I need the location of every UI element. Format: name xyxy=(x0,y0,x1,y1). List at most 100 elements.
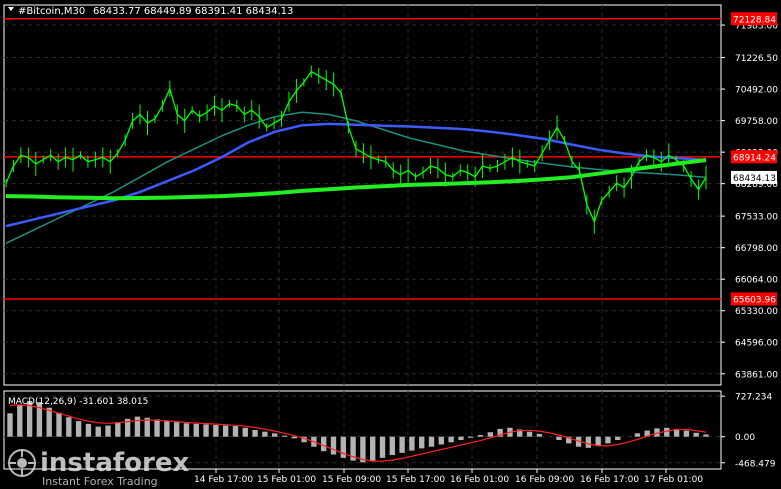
macd-bar xyxy=(85,423,92,437)
time-axis-label: 16 Feb 09:00 xyxy=(515,475,574,485)
macd-bar xyxy=(409,436,415,451)
macd-bar xyxy=(232,426,239,437)
macd-signal-line xyxy=(9,404,707,462)
macd-bar xyxy=(468,436,474,438)
macd-label: MACD(12,26,9) -31.601 38.015 xyxy=(8,397,148,407)
price-axis-label: 64596.00 xyxy=(735,339,778,349)
price-axis-label: 63861.00 xyxy=(735,370,778,380)
macd-bar xyxy=(281,435,288,437)
macd-bar xyxy=(399,436,405,453)
watermark-brand: instaforex xyxy=(40,448,190,478)
current-price-label: 68434.13 xyxy=(733,174,776,184)
macd-bar xyxy=(340,436,346,458)
macd-bar xyxy=(634,433,641,437)
macd-bar xyxy=(154,419,160,437)
price-axis-label: 66064.00 xyxy=(735,276,778,286)
macd-bar xyxy=(428,436,435,447)
macd-pane[interactable]: 727.234 0.00 -468.479 MACD(12,26,9) -31.60… xyxy=(3,390,776,470)
macd-bar xyxy=(17,405,23,437)
level-badge xyxy=(731,292,777,306)
level-badge xyxy=(731,150,777,164)
macd-bar xyxy=(693,432,699,437)
macd-bar xyxy=(477,435,484,437)
macd-axis-label: -468.479 xyxy=(735,459,776,469)
macd-bar xyxy=(134,416,141,437)
macd-bar xyxy=(271,433,278,437)
macd-bar xyxy=(7,413,13,437)
macd-bar xyxy=(46,407,52,437)
macd-axis: 727.234 0.00 -468.479 xyxy=(721,393,776,469)
macd-bar xyxy=(673,428,680,437)
macd-bar xyxy=(517,429,523,437)
macd-bar xyxy=(56,412,62,437)
macd-bar xyxy=(36,402,43,437)
current-price-badge xyxy=(731,170,777,184)
macd-bar xyxy=(105,425,111,437)
price-pane[interactable]: 71983.0071226.5070492.0069758.0069023.00… xyxy=(3,4,778,386)
macd-bar xyxy=(95,426,101,437)
macd-bar xyxy=(458,436,464,441)
price-axis-label: 71226.50 xyxy=(735,54,778,64)
time-axis-label: 16 Feb 17:00 xyxy=(580,475,639,485)
chevron-down-icon[interactable] xyxy=(8,7,14,11)
chart-header: #Bitcoin,M30 68433.77 68449.89 68391.41 … xyxy=(8,6,293,17)
macd-bar xyxy=(644,430,650,437)
macd-bar xyxy=(213,424,219,437)
price-pane-border xyxy=(3,4,722,386)
macd-bar xyxy=(370,436,376,461)
macd-bar xyxy=(703,434,709,437)
ohlc-values: 68433.77 68449.89 68391.41 68434.13 xyxy=(93,6,293,17)
moving-averages xyxy=(5,111,707,244)
macd-bar xyxy=(585,436,592,448)
macd-bar xyxy=(683,430,690,437)
macd-bar xyxy=(566,436,572,444)
macd-bar xyxy=(66,417,72,437)
macd-bar xyxy=(173,422,180,437)
macd-bar xyxy=(301,436,307,443)
macd-bar xyxy=(379,436,386,458)
price-axis-label: 68289.00 xyxy=(735,180,778,190)
level-badge-label: 72128.84 xyxy=(733,15,776,25)
macd-bar xyxy=(526,431,533,437)
macd-bar xyxy=(222,425,229,437)
macd-bar xyxy=(115,422,121,437)
macd-bar xyxy=(144,417,150,437)
price-axis-label: 65330.00 xyxy=(735,307,778,317)
level-badges: 72128.84 68914.24 65603.96 68434.13 xyxy=(731,12,777,306)
price-axis-label: 69758.00 xyxy=(735,117,778,127)
macd-pane-border xyxy=(3,390,722,470)
macd-bar xyxy=(664,427,670,437)
macd-bar xyxy=(252,430,258,437)
ma-fast-line xyxy=(5,111,707,244)
price-axis-label: 71983.00 xyxy=(735,22,778,32)
macd-bar xyxy=(448,436,454,443)
macd-bar xyxy=(183,423,190,437)
level-badge xyxy=(731,12,777,26)
macd-bar xyxy=(556,436,562,441)
macd-bar xyxy=(321,436,327,452)
watermark-tagline: Instant Forex Trading xyxy=(42,475,158,488)
macd-bar xyxy=(164,421,170,437)
macd-bar xyxy=(487,432,494,437)
ma-slow-line xyxy=(5,158,707,201)
macd-bar xyxy=(389,436,395,456)
level-badge-label: 65603.96 xyxy=(733,295,776,305)
time-axis-label: 15 Feb 09:00 xyxy=(322,475,381,485)
price-axis-label: 66798.00 xyxy=(735,244,778,254)
macd-bar xyxy=(654,428,660,437)
macd-bar xyxy=(419,436,425,449)
symbol-label: #Bitcoin,M30 xyxy=(18,6,85,17)
macd-signal-polyline xyxy=(9,404,707,462)
macd-bar xyxy=(330,436,337,455)
instaforex-logo xyxy=(8,449,36,477)
macd-bar xyxy=(203,424,209,437)
time-axis-label: 16 Feb 01:00 xyxy=(450,475,509,485)
time-axis-label: 14 Feb 17:00 xyxy=(194,475,253,485)
macd-bar xyxy=(438,436,445,445)
time-axis-label: 15 Feb 17:00 xyxy=(386,475,445,485)
macd-bar xyxy=(615,436,621,441)
horizontal-levels xyxy=(4,18,721,300)
macd-bar xyxy=(124,418,131,437)
